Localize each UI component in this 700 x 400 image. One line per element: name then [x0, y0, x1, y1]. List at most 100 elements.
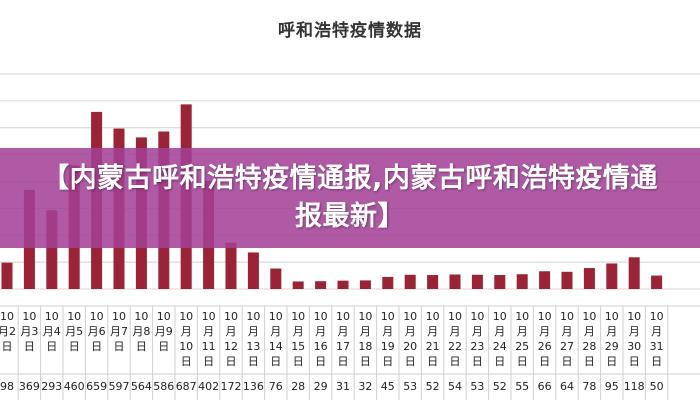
- data-label: 98: [0, 380, 14, 393]
- x-tick-label: 月7: [110, 325, 128, 338]
- x-tick-label: 10: [403, 310, 417, 323]
- x-tick-label: 日: [270, 355, 281, 368]
- bar: [46, 210, 58, 289]
- x-tick-label: 月: [494, 325, 505, 338]
- data-label: 50: [650, 380, 664, 393]
- x-tick-label: 10: [112, 310, 126, 323]
- x-tick-label: 10: [493, 310, 507, 323]
- x-tick-label: 10: [202, 310, 216, 323]
- x-tick-label: 10: [358, 310, 372, 323]
- x-tick-label: 日: [427, 355, 438, 368]
- bar: [292, 281, 304, 289]
- data-label: 53: [403, 380, 417, 393]
- data-label: 597: [109, 380, 130, 393]
- bar: [247, 252, 259, 289]
- data-label: 586: [153, 380, 174, 393]
- data-label: 28: [291, 380, 305, 393]
- x-tick-label: 月: [293, 325, 304, 338]
- x-tick-label: 日: [539, 355, 550, 368]
- chart-title: 呼和浩特疫情数据: [278, 21, 422, 41]
- x-tick-label: 日: [606, 355, 617, 368]
- x-tick-label: 月: [226, 325, 237, 338]
- x-tick-label: 日: [562, 355, 573, 368]
- data-label: 76: [269, 380, 283, 393]
- x-tick-label: 10: [291, 310, 305, 323]
- x-tick-label: 月8: [132, 325, 150, 338]
- bar: [270, 268, 282, 289]
- x-tick-label: 10: [314, 310, 328, 323]
- x-tick-label: 10: [224, 310, 238, 323]
- x-tick-label: 日: [494, 355, 505, 368]
- data-label: 172: [221, 380, 242, 393]
- x-tick-label: 日: [472, 355, 483, 368]
- data-label: 78: [582, 380, 596, 393]
- x-tick-label: 日: [203, 355, 214, 368]
- x-tick-label: 10: [381, 310, 395, 323]
- x-tick-label: 11: [202, 340, 216, 353]
- x-tick-label: 日: [91, 340, 102, 353]
- data-label: 29: [314, 380, 328, 393]
- x-tick-label: 14: [269, 340, 283, 353]
- data-label: 54: [448, 380, 462, 393]
- x-tick-label: 10: [538, 310, 552, 323]
- x-tick-label: 10: [605, 310, 619, 323]
- x-tick-label: 10: [627, 310, 641, 323]
- x-tick-label: 月: [629, 325, 640, 338]
- x-tick-label: 月5: [65, 325, 83, 338]
- x-tick-label: 月9: [155, 325, 173, 338]
- bar: [494, 275, 506, 289]
- data-label: 66: [538, 380, 552, 393]
- x-tick-label: 23: [470, 340, 484, 353]
- data-label: 460: [64, 380, 85, 393]
- x-tick-label: 10: [67, 310, 81, 323]
- x-tick-label: 日: [450, 355, 461, 368]
- x-tick-label: 月: [562, 325, 573, 338]
- data-label: 659: [86, 380, 107, 393]
- bar: [225, 242, 237, 289]
- data-label: 369: [19, 380, 40, 393]
- overlay-banner[interactable]: 【内蒙古呼和浩特疫情通报,内蒙古呼和浩特疫情通报最新】: [0, 148, 700, 248]
- banner-headline[interactable]: 【内蒙古呼和浩特疫情通报,内蒙古呼和浩特疫情通报最新】: [42, 163, 658, 232]
- x-tick-label: 10: [650, 310, 664, 323]
- x-tick-label: 30: [627, 340, 641, 353]
- data-label: 31: [336, 380, 350, 393]
- x-tick-label: 月: [248, 325, 259, 338]
- x-tick-label: 日: [360, 355, 371, 368]
- data-label: 118: [624, 380, 645, 393]
- bar: [449, 274, 461, 289]
- x-tick-label: 月: [270, 325, 281, 338]
- x-tick-label: 月: [382, 325, 393, 338]
- bar: [606, 263, 618, 289]
- x-tick-label: 10: [179, 310, 193, 323]
- x-tick-label: 月: [606, 325, 617, 338]
- x-tick-label: 日: [136, 340, 147, 353]
- x-tick-label: 10: [426, 310, 440, 323]
- x-tick-label: 10: [22, 310, 36, 323]
- x-tick-label: 22: [448, 340, 462, 353]
- x-tick-label: 24: [493, 340, 507, 353]
- x-tick-label: 21: [426, 340, 440, 353]
- data-label: 52: [426, 380, 440, 393]
- data-label: 32: [358, 380, 372, 393]
- data-label: 687: [176, 380, 197, 393]
- x-tick-label: 日: [24, 340, 35, 353]
- x-tick-label: 日: [2, 340, 13, 353]
- x-tick-label: 月: [517, 325, 528, 338]
- x-tick-label: 日: [382, 355, 393, 368]
- x-tick-label: 10: [515, 310, 529, 323]
- x-tick-label: 月: [315, 325, 326, 338]
- x-tick-label: 27: [560, 340, 574, 353]
- x-tick-label: 月: [651, 325, 662, 338]
- x-tick-label: 日: [293, 355, 304, 368]
- bar: [404, 274, 416, 289]
- x-tick-label: 10: [582, 310, 596, 323]
- x-tick-label: 日: [584, 355, 595, 368]
- bar: [539, 271, 551, 289]
- x-tick-label: 10: [560, 310, 574, 323]
- data-label: 64: [560, 380, 574, 393]
- x-tick-label: 19: [381, 340, 395, 353]
- x-tick-label: 10: [269, 310, 283, 323]
- x-tick-label: 10: [90, 310, 104, 323]
- data-label: 136: [243, 380, 264, 393]
- x-tick-label: 15: [291, 340, 305, 353]
